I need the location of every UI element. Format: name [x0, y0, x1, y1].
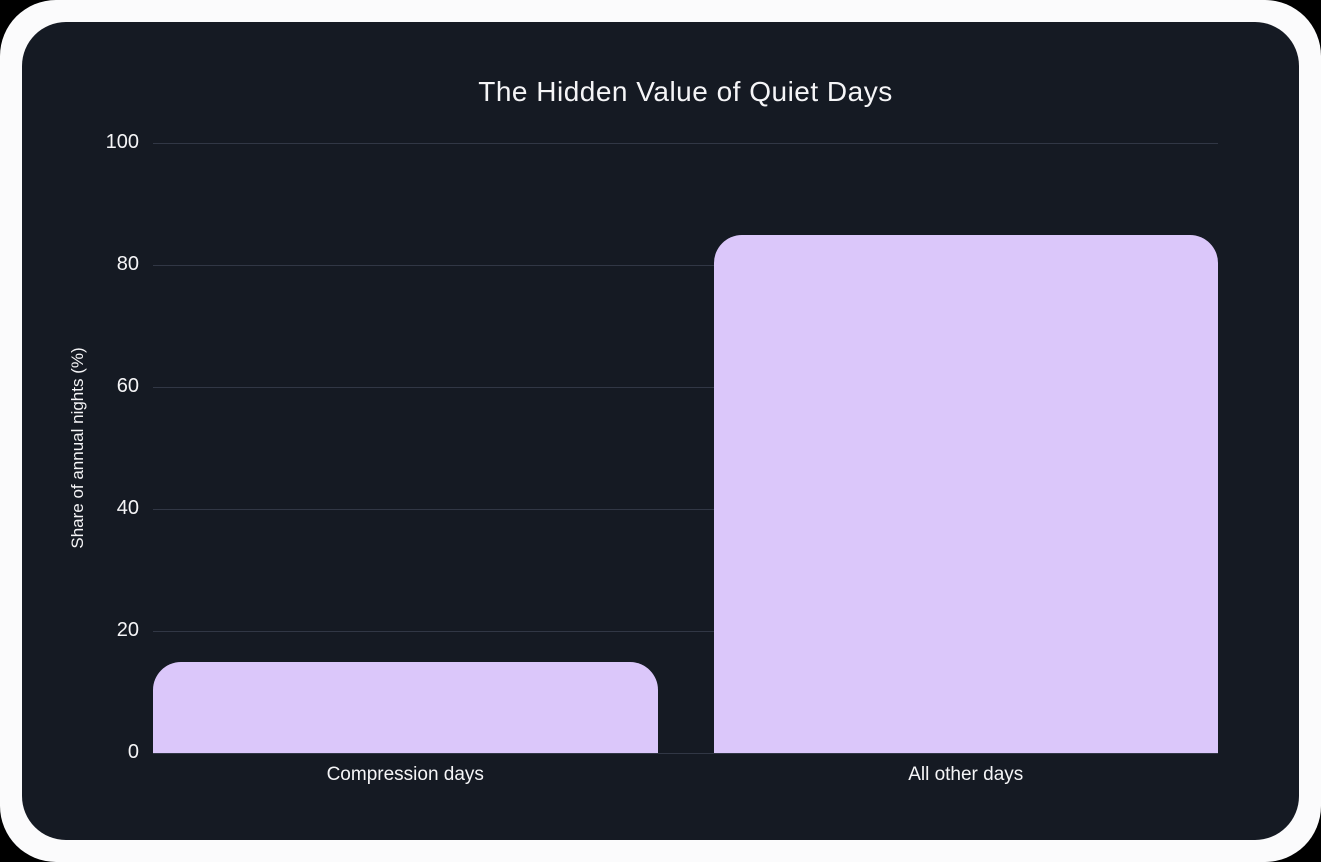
gridline-100	[153, 143, 1218, 144]
plot-area: Share of annual nights (%) 0 20 40 60 80 100 C…	[68, 131, 1218, 785]
gridline-0	[153, 753, 1218, 754]
bar-compression-days	[153, 661, 658, 753]
bar-all-other-days	[713, 234, 1218, 753]
y-tick-label-40: 40	[116, 497, 139, 520]
y-tick-label-80: 80	[116, 253, 139, 276]
chart-card: The Hidden Value of Quiet Days Share of …	[22, 22, 1299, 840]
y-tick-label-0: 0	[127, 741, 139, 764]
gridline-60	[153, 387, 1218, 388]
x-tick-label-all-other-days: All other days	[908, 764, 1024, 785]
gridline-40	[153, 509, 1218, 510]
y-tick-label-60: 60	[116, 375, 139, 398]
x-tick-label-compression-days: Compression days	[326, 764, 484, 785]
y-axis-title: Share of annual nights (%)	[68, 347, 87, 549]
y-tick-label-100: 100	[105, 131, 139, 154]
y-tick-label-20: 20	[116, 619, 139, 642]
gridline-80	[153, 265, 1218, 266]
gridline-20	[153, 631, 1218, 632]
chart-title: The Hidden Value of Quiet Days	[478, 76, 893, 107]
